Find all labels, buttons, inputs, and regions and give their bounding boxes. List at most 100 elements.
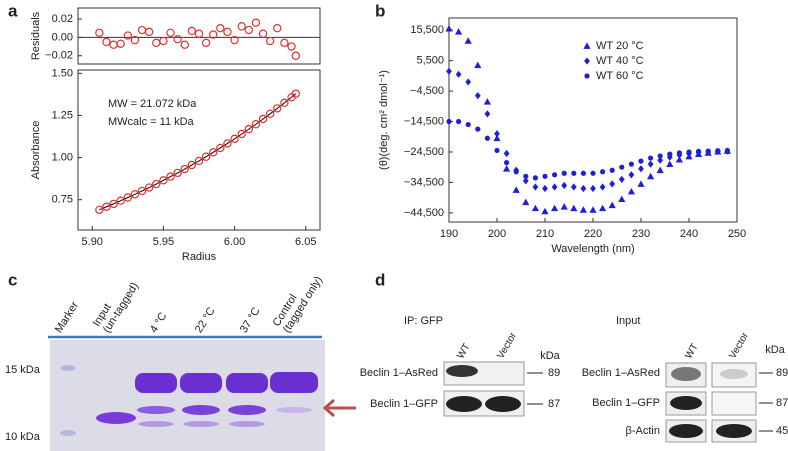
- point: [580, 184, 587, 193]
- blot-row-label: Beclin 1–AsRed: [360, 367, 438, 379]
- blot-column: Vector: [495, 330, 519, 361]
- point: [551, 204, 559, 212]
- point: [230, 35, 239, 45]
- point: [637, 180, 645, 187]
- panel-label: c: [8, 270, 17, 289]
- y-tick-label: −24,500: [404, 146, 444, 158]
- point: [152, 179, 161, 189]
- point: [258, 114, 268, 124]
- point: [109, 199, 118, 209]
- point: [187, 26, 197, 36]
- point: [618, 175, 625, 183]
- point: [258, 29, 268, 38]
- blot-unit: kDa: [765, 344, 785, 356]
- point: [464, 37, 472, 44]
- point: [95, 28, 104, 37]
- y-axis-label: Absorbance: [30, 121, 42, 180]
- point: [628, 161, 635, 167]
- point: [137, 25, 147, 35]
- panel-label: d: [375, 270, 385, 289]
- x-tick-label: 5.90: [82, 236, 103, 248]
- point: [446, 118, 452, 125]
- point: [273, 104, 282, 113]
- point: [504, 160, 510, 166]
- point: [166, 28, 175, 37]
- blot-row-label: Beclin 1–GFP: [370, 398, 438, 410]
- point: [618, 195, 626, 203]
- point: [209, 30, 218, 39]
- point: [159, 176, 168, 185]
- point: [503, 149, 510, 158]
- point: [116, 196, 125, 205]
- point: [494, 147, 500, 154]
- lane-label-line: 37 °C: [238, 305, 263, 335]
- point: [494, 130, 500, 138]
- point: [580, 170, 587, 176]
- lane-label: Input(un-tagged): [91, 281, 141, 336]
- point: [446, 67, 452, 75]
- y-tick-label: 1.00: [52, 151, 73, 163]
- x-tick-label: 230: [632, 228, 650, 240]
- blot-column: Vector: [727, 330, 751, 361]
- point: [561, 170, 567, 176]
- blot-row-label: Beclin 1–AsRed: [582, 367, 660, 379]
- point: [552, 172, 558, 178]
- point: [542, 173, 548, 179]
- point: [590, 184, 596, 193]
- point: [287, 42, 296, 51]
- y-tick-label: −34,500: [404, 176, 444, 188]
- point: [475, 126, 481, 132]
- point: [137, 186, 147, 196]
- point: [589, 206, 597, 213]
- blot-column: WT: [455, 342, 472, 361]
- point: [522, 198, 530, 206]
- point: [209, 148, 218, 157]
- point: [666, 160, 674, 168]
- x-tick-label: 6.00: [224, 236, 245, 248]
- point: [656, 166, 664, 174]
- point: [280, 98, 289, 108]
- gel-bands: [60, 365, 318, 436]
- point: [609, 167, 615, 173]
- point: [686, 149, 692, 155]
- point: [194, 29, 204, 38]
- point: [474, 92, 481, 100]
- size-label: 89: [776, 367, 788, 379]
- y-tick-label: −14,500: [404, 115, 444, 127]
- point: [244, 25, 254, 35]
- point: [638, 158, 644, 164]
- point: [123, 193, 133, 202]
- blot-row-label: β-Actin: [626, 425, 660, 437]
- point: [483, 98, 491, 105]
- point: [560, 203, 568, 210]
- x-tick-label: 210: [536, 228, 554, 240]
- point: [173, 35, 182, 44]
- legend-marker: [583, 42, 591, 49]
- point: [675, 155, 683, 163]
- y-tick-label: −4,500: [410, 85, 444, 97]
- legend-marker: [584, 57, 590, 65]
- arrow: [322, 398, 356, 418]
- point: [590, 170, 596, 176]
- point: [455, 70, 462, 78]
- lane-label-line: Marker: [53, 299, 81, 335]
- legend-label: WT 20 °C: [596, 40, 644, 52]
- point: [180, 40, 189, 49]
- panel-label: b: [375, 1, 385, 20]
- x-axis-label: Wavelength (nm): [551, 243, 634, 255]
- x-tick-label: 5.95: [153, 236, 174, 248]
- x-tick-label: 190: [440, 228, 458, 240]
- point: [291, 89, 300, 98]
- point: [657, 153, 663, 159]
- x-axis-label: Radius: [182, 251, 217, 263]
- lane-label: 22 °C: [193, 305, 218, 335]
- y-tick-label: 15,500: [410, 24, 444, 36]
- point: [194, 156, 204, 166]
- point: [159, 36, 168, 46]
- point: [493, 134, 501, 142]
- size-label: 45: [776, 425, 788, 437]
- size-label: 89: [548, 367, 560, 379]
- point: [523, 173, 529, 179]
- plot-frame: [77, 69, 321, 231]
- y-tick-label: 1.25: [52, 109, 73, 121]
